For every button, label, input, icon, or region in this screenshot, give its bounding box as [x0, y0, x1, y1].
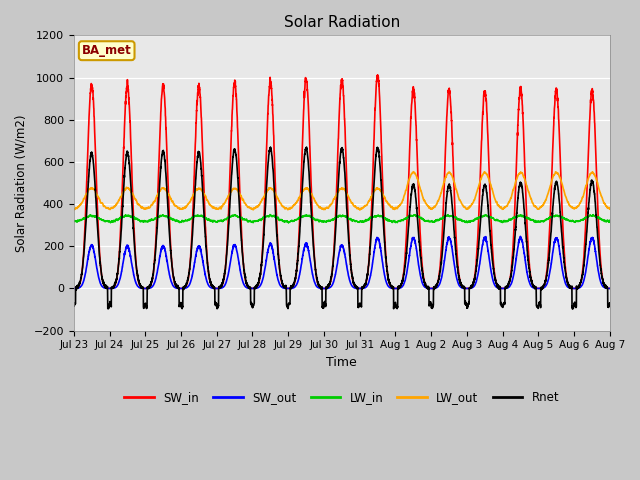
- LW_out: [606, 206, 614, 212]
- SW_in: [492, 280, 500, 286]
- LW_out: [493, 199, 500, 205]
- Rnet: [166, 242, 174, 248]
- LW_in: [322, 219, 330, 225]
- Rnet: [303, 144, 310, 150]
- SW_in: [322, 286, 330, 291]
- Line: SW_out: SW_out: [74, 236, 610, 288]
- LW_in: [70, 218, 77, 224]
- Line: LW_out: LW_out: [74, 172, 610, 210]
- Rnet: [492, 280, 500, 286]
- SW_out: [70, 286, 77, 291]
- SW_in: [433, 283, 440, 289]
- Text: BA_met: BA_met: [82, 44, 132, 57]
- Legend: SW_in, SW_out, LW_in, LW_out, Rnet: SW_in, SW_out, LW_in, LW_out, Rnet: [120, 387, 564, 409]
- LW_out: [322, 205, 330, 211]
- LW_out: [410, 169, 417, 175]
- Line: Rnet: Rnet: [74, 147, 610, 309]
- LW_out: [250, 207, 257, 213]
- SW_in: [605, 286, 613, 291]
- LW_out: [166, 195, 174, 201]
- SW_in: [462, 286, 470, 291]
- Rnet: [462, 301, 470, 307]
- SW_out: [322, 286, 330, 291]
- Y-axis label: Solar Radiation (W/m2): Solar Radiation (W/m2): [15, 114, 28, 252]
- Rnet: [569, 306, 577, 312]
- SW_in: [70, 286, 77, 291]
- SW_in: [606, 286, 614, 291]
- SW_out: [516, 233, 524, 239]
- Title: Solar Radiation: Solar Radiation: [284, 15, 400, 30]
- LW_out: [605, 205, 613, 211]
- LW_in: [462, 219, 470, 225]
- Rnet: [433, 282, 440, 288]
- SW_out: [432, 285, 440, 291]
- Rnet: [70, 302, 77, 308]
- Rnet: [605, 302, 613, 308]
- SW_in: [166, 232, 174, 238]
- LW_out: [70, 206, 77, 212]
- LW_in: [606, 217, 614, 223]
- SW_out: [166, 275, 174, 281]
- LW_out: [462, 206, 470, 212]
- X-axis label: Time: Time: [326, 356, 357, 369]
- SW_out: [605, 286, 613, 291]
- LW_in: [493, 217, 500, 223]
- LW_in: [285, 220, 292, 226]
- SW_out: [492, 284, 500, 290]
- LW_in: [266, 212, 274, 217]
- LW_out: [433, 202, 440, 207]
- SW_in: [374, 72, 381, 78]
- Rnet: [322, 304, 330, 310]
- Line: SW_in: SW_in: [74, 75, 610, 288]
- LW_in: [166, 215, 174, 220]
- Rnet: [606, 300, 614, 306]
- SW_out: [606, 286, 614, 291]
- SW_out: [462, 286, 470, 291]
- LW_in: [605, 219, 613, 225]
- Line: LW_in: LW_in: [74, 215, 610, 223]
- LW_in: [433, 217, 440, 223]
